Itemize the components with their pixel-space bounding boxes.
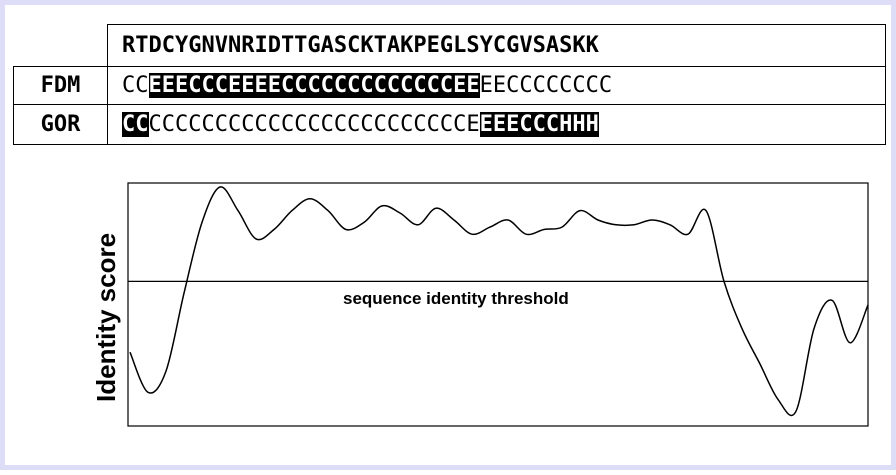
amino-acid-sequence: RTDCYGNVNRIDTTGASCKTAKPEGLSYCGVSASKK [122,33,599,58]
identity-score-curve [129,186,869,417]
sequence-header-cell: RTDCYGNVNRIDTTGASCKTAKPEGLSYCGVSASKK [107,24,886,66]
fdm-structure-string: CC EEECCCEEEECCCCCCCCCCCCCEE EECCCCCCCC [122,67,613,104]
gor-segment-2: EEECCCHHH [479,112,599,137]
secondary-structure-table: RTDCYGNVNRIDTTGASCKTAKPEGLSYCGVSASKK FDM… [5,5,896,165]
row-gor-prediction: CC CCCCCCCCCCCCCCCCCCCCCCCCE EEECCCHHH [107,104,886,145]
identity-score-plot: Identity score sequence identity thresho… [5,165,896,475]
fdm-segment-1: EEECCCEEEECCCCCCCCCCCCCEE [148,73,480,98]
gor-structure-string: CC CCCCCCCCCCCCCCCCCCCCCCCCE EEECCCHHH [122,105,599,144]
gor-segment-0: CC [122,112,149,137]
row-label-fdm: FDM [13,66,107,104]
gor-segment-1: CCCCCCCCCCCCCCCCCCCCCCCCE [148,112,480,137]
row-fdm-prediction: CC EEECCCEEEECCCCCCCCCCCCCEE EECCCCCCCC [107,66,886,104]
fdm-segment-2: EECCCCCCCC [479,73,613,98]
plot-border [127,182,869,427]
row-label-gor: GOR [13,104,107,145]
threshold-label: sequence identity threshold [343,289,569,308]
plot-area [127,182,869,427]
fdm-segment-0: CC [122,73,149,98]
